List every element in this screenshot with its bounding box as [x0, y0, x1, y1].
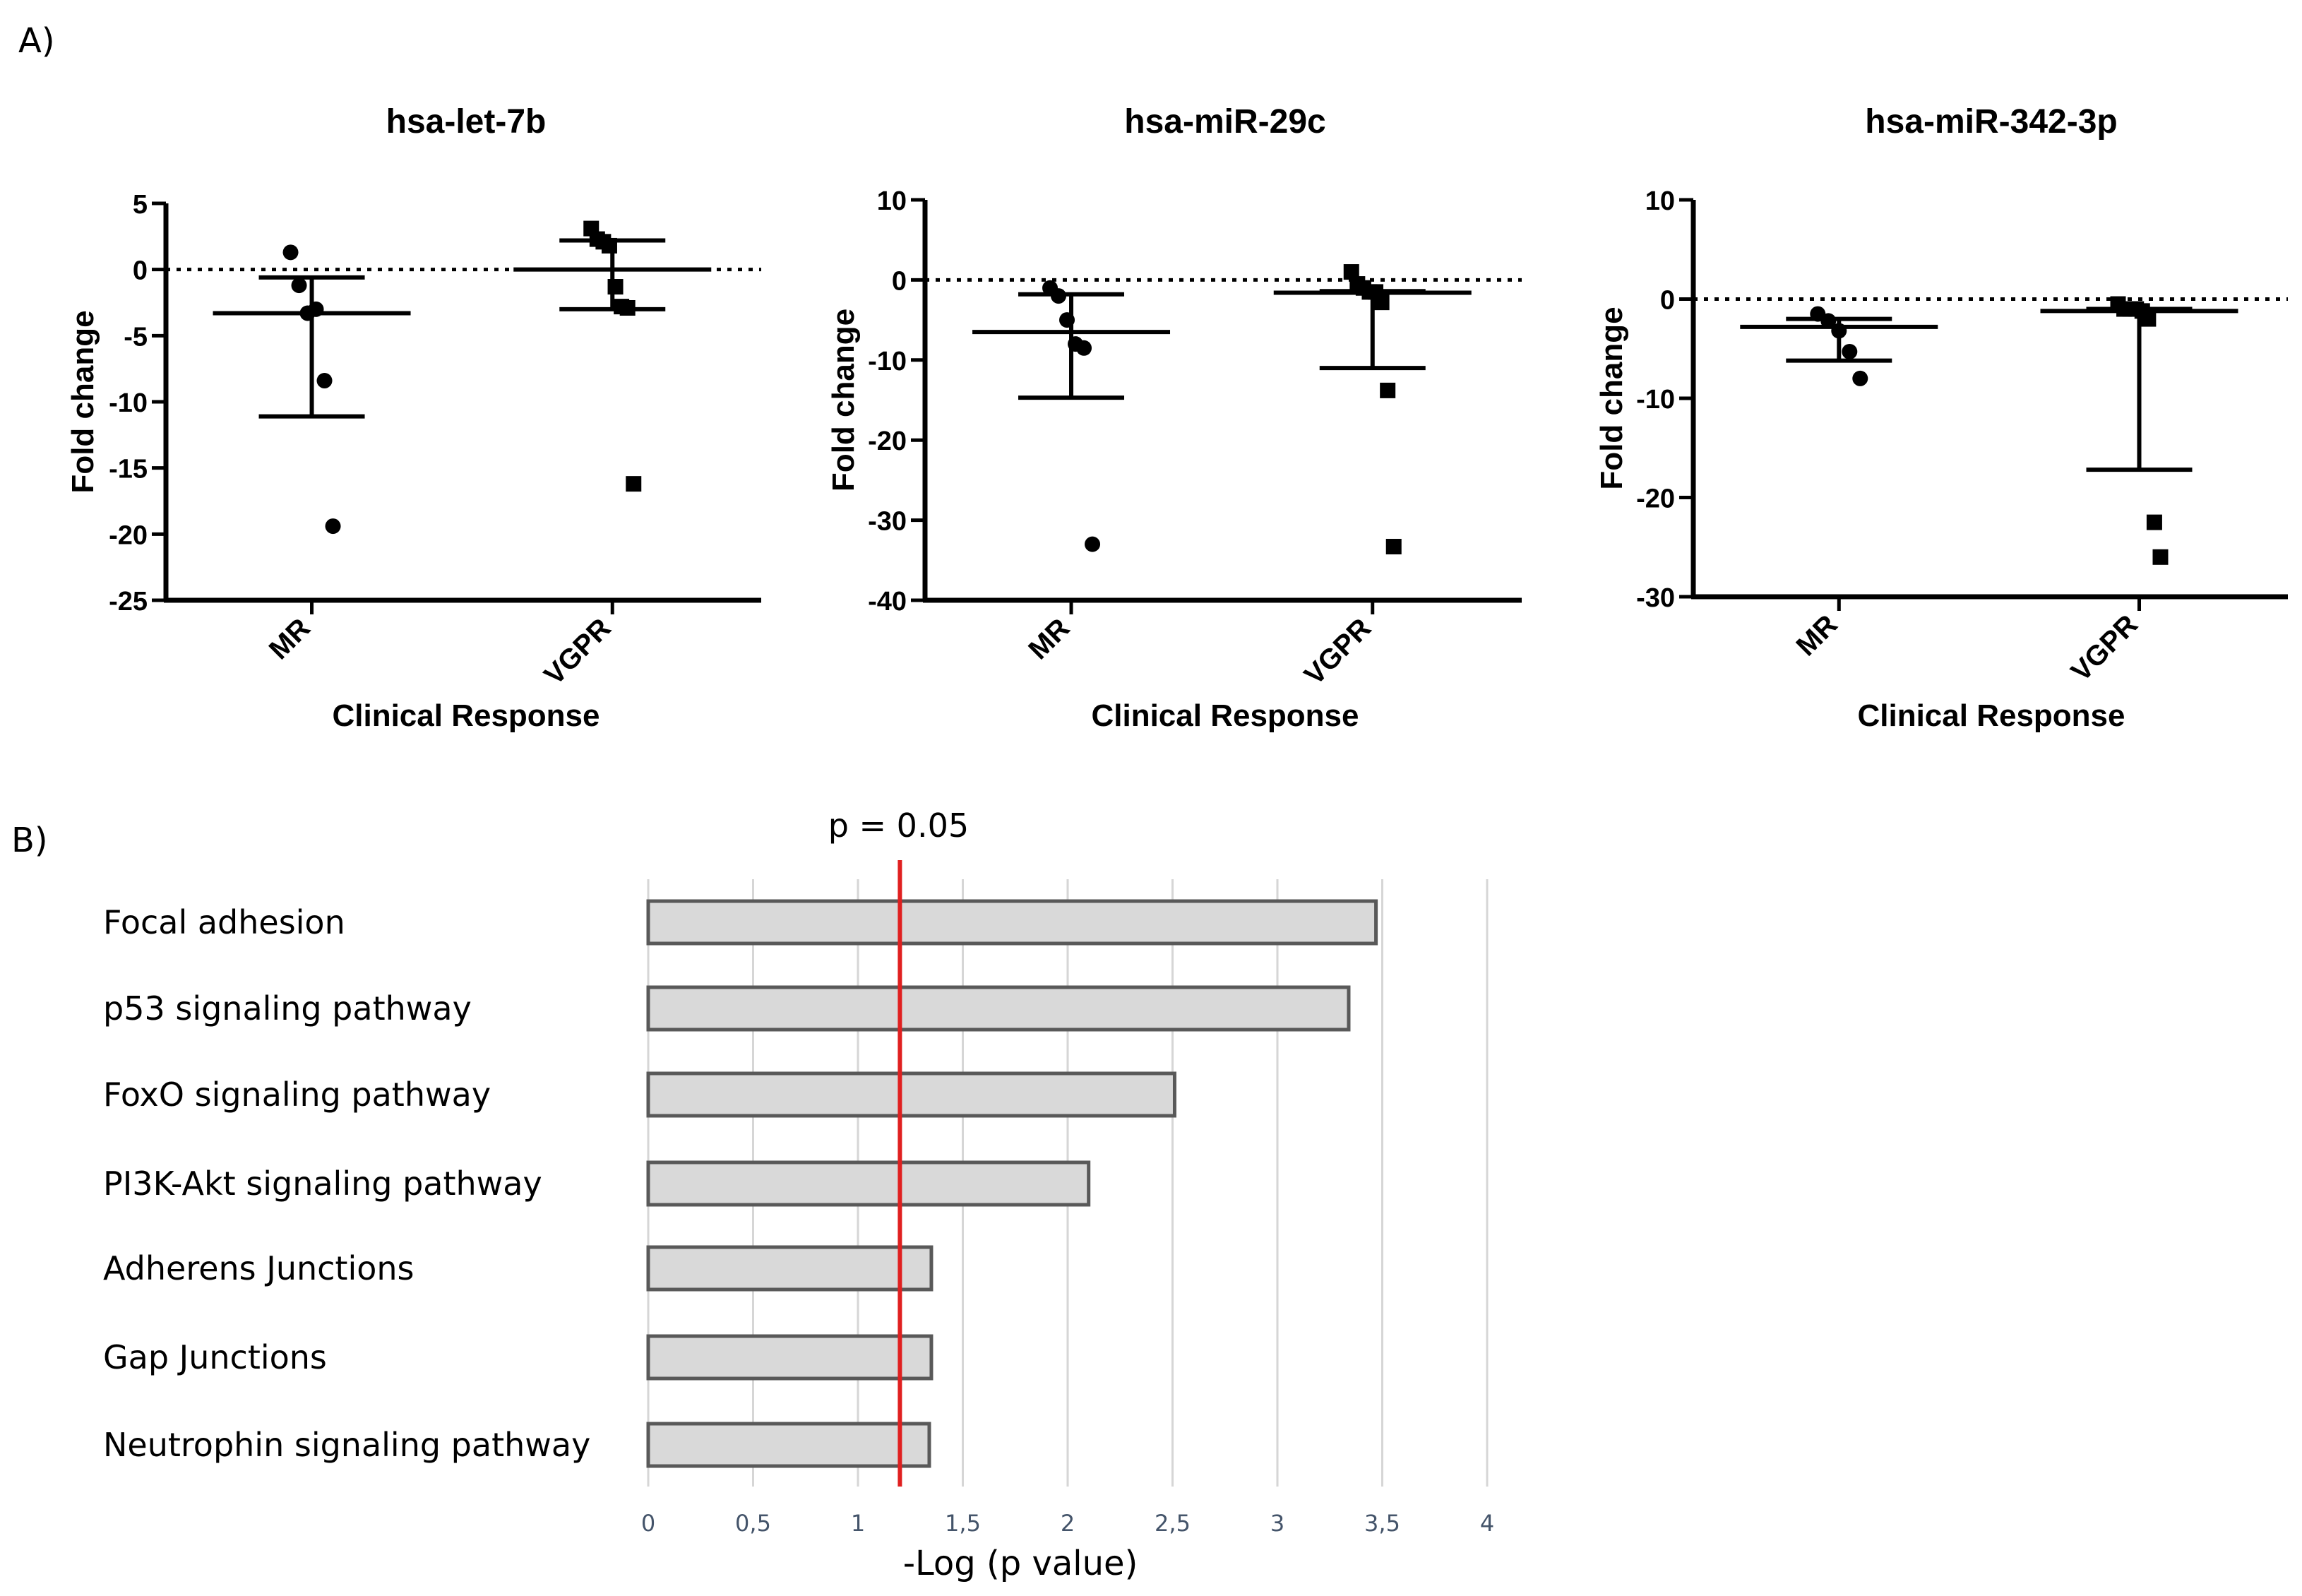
pathway-label: Adherens Junctions [103, 1249, 415, 1287]
y-tick-label: 10 [877, 186, 907, 216]
x-tick-label: 0 [641, 1510, 655, 1537]
data-point-square [2140, 311, 2157, 327]
pathway-label: p53 signaling pathway [103, 989, 472, 1028]
data-point-square [2146, 514, 2162, 530]
x-tick-label: 3 [1270, 1510, 1284, 1537]
y-tick-label: 0 [133, 256, 148, 286]
data-point-circle [1852, 370, 1868, 386]
x-axis-label: Clinical Response [1091, 698, 1359, 733]
bar [646, 1245, 934, 1292]
x-tick-label: 4 [1480, 1510, 1494, 1537]
data-point-circle [1076, 340, 1092, 356]
bar [646, 1071, 1176, 1118]
bar [646, 899, 1378, 946]
x-tick-label: MR [1022, 612, 1075, 665]
bar [646, 1422, 931, 1468]
series-mr [972, 280, 1171, 552]
y-axis-label: Fold change [826, 309, 861, 492]
data-point-circle [1085, 536, 1101, 552]
x-axis-label: -Log (p value) [903, 1544, 1138, 1583]
data-point-circle [1059, 312, 1075, 328]
x-axis-label: Clinical Response [332, 698, 600, 733]
series-vgpr [2040, 296, 2238, 565]
bar [646, 985, 1351, 1032]
data-point-square [1343, 264, 1359, 280]
chart-title: hsa-let-7b [386, 103, 547, 141]
panel-a-label: A) [18, 21, 55, 61]
y-tick-label: -20 [1636, 484, 1675, 514]
x-tick-label: MR [1791, 609, 1844, 662]
y-tick-label: -10 [868, 347, 907, 376]
y-tick-label: -20 [109, 520, 148, 550]
data-point-square [2152, 549, 2169, 565]
pathway-label: FoxO signaling pathway [103, 1076, 491, 1114]
y-axis-label: Fold change [1594, 306, 1629, 489]
y-tick-label: 5 [133, 190, 148, 220]
bar [646, 1334, 934, 1381]
panel-b-label: B) [11, 821, 48, 860]
data-point-square [1373, 294, 1390, 311]
y-tick-label: 0 [892, 266, 907, 296]
chart-title: hsa-miR-342-3p [1865, 103, 2117, 141]
data-point-circle [291, 278, 307, 294]
data-point-circle [1820, 313, 1837, 329]
dotplot-1: hsa-let-7b 5 0 -5 -10 -15 -20 -25 Fold change Cli… [66, 103, 761, 733]
dotplot-2: hsa-miR-29c 10 0 -10 -20 -30 -40 Fold change Cli… [826, 103, 1522, 733]
series-vgpr [1273, 264, 1472, 555]
data-point-circle [325, 518, 341, 535]
data-point-square [1385, 539, 1402, 555]
data-point-circle [282, 244, 299, 261]
data-point-circle [316, 373, 333, 389]
pathway-label: Focal adhesion [103, 903, 345, 941]
y-tick-label: 0 [1660, 286, 1675, 316]
pathway-label: PI3K-Akt signaling pathway [103, 1165, 542, 1203]
y-axis-label: Fold change [66, 310, 100, 493]
y-tick-label: -10 [1636, 385, 1675, 415]
y-tick-label: -25 [109, 587, 148, 617]
x-tick-label: 0,5 [735, 1510, 771, 1537]
pathway-label: Neutrophin signaling pathway [103, 1426, 590, 1464]
y-tick-label: 10 [1645, 186, 1675, 216]
data-point-circle [1842, 343, 1858, 359]
pathway-bar-chart: 0 0,5 1 1,5 2 2,5 3 3,5 4 Focal adhesion p53 signa… [103, 806, 1494, 1583]
x-tick-label: VGPR [2065, 609, 2144, 687]
bar [646, 1160, 1091, 1207]
x-tick-label: 1,5 [945, 1510, 981, 1537]
y-tick-label: -30 [868, 507, 907, 537]
x-tick-label: 3,5 [1364, 1510, 1400, 1537]
x-tick-label: VGPR [1299, 612, 1377, 691]
data-point-circle [1831, 323, 1847, 339]
x-tick-label: 2 [1061, 1510, 1075, 1537]
y-tick-label: -20 [868, 427, 907, 456]
x-axis-label: Clinical Response [1857, 698, 2125, 733]
x-tick-label: 2,5 [1155, 1510, 1191, 1537]
y-tick-label: -30 [1636, 583, 1675, 613]
y-tick-label: -5 [124, 322, 148, 352]
x-tick-label: 1 [851, 1510, 865, 1537]
series-mr [1740, 306, 1938, 386]
data-point-square [626, 476, 642, 492]
series-mr [213, 244, 411, 535]
data-point-circle [1051, 288, 1067, 304]
pathway-label: Gap Junctions [103, 1338, 327, 1376]
data-point-square [601, 237, 617, 254]
x-tick-label: VGPR [538, 612, 616, 691]
chart-title: hsa-miR-29c [1124, 103, 1325, 141]
x-tick-label: MR [263, 612, 316, 665]
dotplot-3: hsa-miR-342-3p 10 0 -10 -20 -30 Fold change Cli… [1594, 103, 2288, 733]
data-point-circle [308, 301, 324, 317]
threshold-label: p = 0.05 [828, 806, 969, 845]
y-tick-label: -15 [109, 455, 148, 484]
y-tick-label: -40 [868, 587, 907, 617]
data-point-square [1380, 382, 1396, 398]
y-tick-label: -10 [109, 388, 148, 418]
data-point-square [619, 299, 636, 316]
series-vgpr [513, 220, 712, 492]
data-point-square [607, 279, 624, 295]
